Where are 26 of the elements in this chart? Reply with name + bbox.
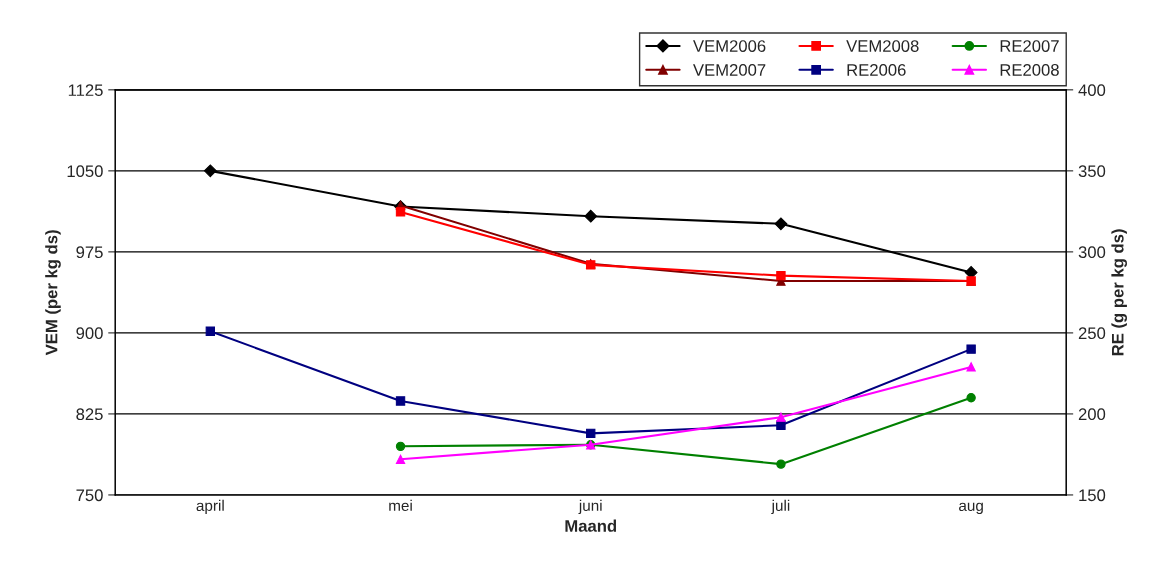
x-tick-label: aug (959, 502, 983, 515)
x-tick-label: juni (578, 499, 602, 515)
y2-tick-label: 350 (1078, 165, 1106, 178)
y2-tick-label: 150 (1079, 489, 1106, 502)
y-tick-label: 1125 (68, 84, 103, 97)
legend-label: RE2008 (1000, 64, 1059, 76)
legend-label: RE2007 (1000, 40, 1059, 52)
y2-axis-title: RE (g per kg ds) (1111, 229, 1127, 356)
y-tick-label: 750 (76, 489, 103, 502)
y-tick-label: 975 (76, 246, 103, 259)
y2-tick-label: 300 (1078, 246, 1106, 259)
y2-tick-label: 250 (1078, 327, 1106, 340)
y-tick-label: 1050 (67, 165, 103, 178)
legend-label: RE2006 (847, 64, 906, 76)
x-axis-title: Maand (565, 519, 617, 532)
legend-label: VEM2008 (846, 40, 919, 52)
y-axis-title: VEM (per kg ds) (45, 230, 61, 356)
legend-label: VEM2006 (693, 40, 766, 52)
x-tick-label: mei (389, 499, 412, 512)
y-tick-label: 825 (76, 408, 103, 421)
y2-tick-label: 200 (1078, 408, 1106, 421)
legend-label: VEM2007 (693, 64, 766, 76)
x-tick-label: juli (771, 499, 790, 515)
x-tick-label: april (196, 499, 224, 515)
y2-tick-label: 400 (1078, 84, 1106, 97)
y-tick-label: 900 (76, 327, 103, 340)
